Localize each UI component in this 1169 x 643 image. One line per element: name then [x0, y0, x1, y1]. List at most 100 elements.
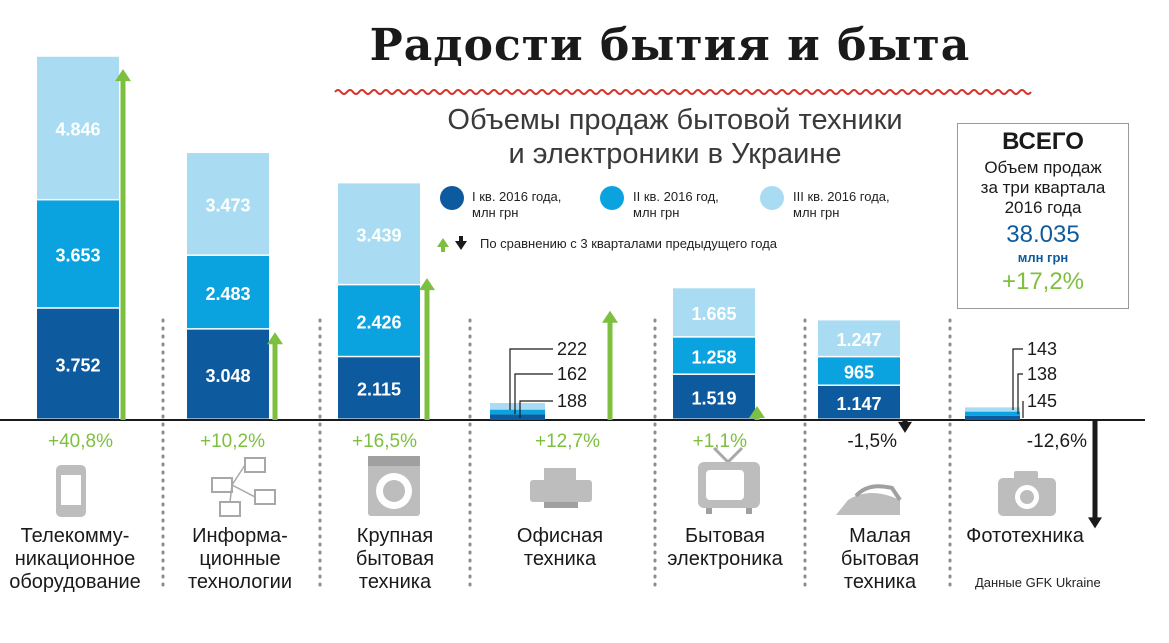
- washer-drum: [383, 480, 405, 502]
- total-heading: ВСЕГО: [1002, 128, 1084, 155]
- leader-line: [1012, 348, 1023, 410]
- tv-leg: [706, 508, 712, 514]
- change-arrow-up: [120, 77, 126, 421]
- bar-segment: [338, 183, 420, 284]
- subtitle-line-2: и электроники в Украине: [508, 138, 842, 170]
- total-unit: млн грн: [1017, 250, 1069, 265]
- printer-icon: [530, 468, 592, 508]
- bar-segment: [338, 285, 420, 356]
- chart-subtitle: Объемы продаж бытовой техники и электрон…: [400, 103, 950, 171]
- change-label: -12,6%: [1027, 431, 1087, 452]
- phone-screen: [61, 475, 81, 505]
- bar-value-label: 3.653: [55, 246, 100, 266]
- change-arrow-down: [1092, 420, 1098, 521]
- change-arrow-up-head: [267, 332, 283, 345]
- tv-leg: [746, 508, 752, 514]
- bar-value-label: 3.439: [356, 225, 401, 245]
- change-legend-label: По сравнению с 3 кварталами предыдущего …: [480, 236, 778, 251]
- category-label-office: Офисная техника: [516, 525, 604, 570]
- leader-line: [514, 373, 553, 414]
- total-box: ВСЕГО Объем продаж за три квартала 2016 …: [957, 123, 1129, 309]
- bar-value-label: 3.048: [205, 366, 250, 386]
- change-label: +40,8%: [48, 431, 113, 452]
- bar-value-label: 965: [844, 363, 874, 383]
- bar-value-label: 145: [1027, 391, 1057, 411]
- bar-segment: [187, 256, 269, 329]
- bar-segment: [37, 308, 119, 419]
- washing-machine-icon: [368, 456, 420, 516]
- network-links: [229, 464, 256, 503]
- network-node: [254, 489, 276, 505]
- bar-value-label: 1.258: [691, 347, 736, 367]
- bar-segment: [37, 200, 119, 308]
- bar-segment: [673, 337, 755, 374]
- title-wave-line: [334, 89, 1032, 95]
- legend-swatch-q2: [600, 186, 624, 210]
- change-arrow-up: [607, 318, 613, 420]
- legend-arrows-icon: [437, 236, 467, 252]
- bar-segment: [673, 288, 755, 337]
- change-arrow-up-head: [749, 406, 765, 418]
- bar-segment: [965, 407, 1020, 412]
- source-note: Данные GFK Ukraine: [975, 575, 1101, 590]
- bar-segment: [818, 385, 900, 419]
- tv-screen: [706, 470, 744, 500]
- category-label-major-appliances: Крупная бытовая техника: [355, 525, 435, 593]
- bar-value-label: 2.115: [357, 380, 401, 400]
- legend-swatch-q3: [760, 186, 784, 210]
- bar-segment: [37, 56, 119, 199]
- total-line-1: Объем продаж: [984, 158, 1102, 177]
- iron-base: [836, 493, 900, 515]
- iron-handle: [854, 484, 902, 502]
- bar-segment: [818, 357, 900, 385]
- total-change: +17,2%: [1001, 268, 1085, 295]
- network-node: [211, 477, 233, 493]
- total-line-3: 2016 года: [1004, 198, 1082, 217]
- leader-line: [509, 348, 553, 410]
- bar-segment: [490, 409, 545, 415]
- network-node: [219, 501, 241, 517]
- total-value: 38.035: [1006, 221, 1080, 248]
- category-label-small-appliances: Малая бытовая техника: [840, 525, 920, 593]
- change-arrow-up-head: [602, 310, 618, 323]
- tv-icon: [698, 446, 760, 514]
- bar-segment: [965, 411, 1020, 416]
- legend-label-q1: I кв. 2016 года, млн грн: [472, 189, 562, 220]
- network-node: [244, 457, 266, 473]
- change-label: +10,2%: [200, 431, 265, 452]
- change-label: +16,5%: [352, 431, 417, 452]
- change-arrow-up-head: [419, 278, 435, 291]
- bar-value-label: 138: [1027, 364, 1057, 384]
- change-arrow-down-head: [1088, 517, 1102, 529]
- bar-value-label: 4.846: [55, 120, 100, 140]
- bar-segment: [490, 403, 545, 410]
- camera-lens: [1020, 490, 1034, 504]
- network-icon: [211, 457, 276, 517]
- legend-label-q3: III кв. 2016 года, млн грн: [793, 189, 890, 220]
- camera-top: [1014, 471, 1038, 480]
- category-label-it: Информа- ционные технологии: [187, 525, 292, 593]
- bar-segment: [490, 414, 545, 420]
- bar-segment: [965, 415, 1020, 420]
- iron-icon: [836, 484, 902, 515]
- bar-value-label: 3.752: [55, 355, 100, 375]
- legend-swatch-q1: [440, 186, 464, 210]
- bar-value-label: 2.426: [356, 312, 401, 332]
- bar-segment: [338, 357, 420, 419]
- leader-line: [1017, 373, 1023, 414]
- leader-line: [519, 400, 553, 418]
- bar-value-label: 2.483: [205, 284, 250, 304]
- bar-value-label: 188: [557, 391, 587, 411]
- bar-value-label: 1.247: [836, 330, 881, 350]
- chart-title: Радости бытия и быта: [369, 20, 971, 71]
- bar-value-label: 1.665: [691, 304, 736, 324]
- bar-segment: [818, 320, 900, 356]
- bar-value-label: 3.473: [205, 196, 250, 216]
- legend-label-q2: II кв. 2016 год, млн грн: [633, 189, 719, 220]
- total-line-2: за три квартала: [980, 178, 1106, 197]
- subtitle-line-1: Объемы продаж бытовой техники: [447, 104, 903, 136]
- change-arrow-up-head: [115, 69, 131, 82]
- bar-value-label: 1.147: [836, 394, 881, 414]
